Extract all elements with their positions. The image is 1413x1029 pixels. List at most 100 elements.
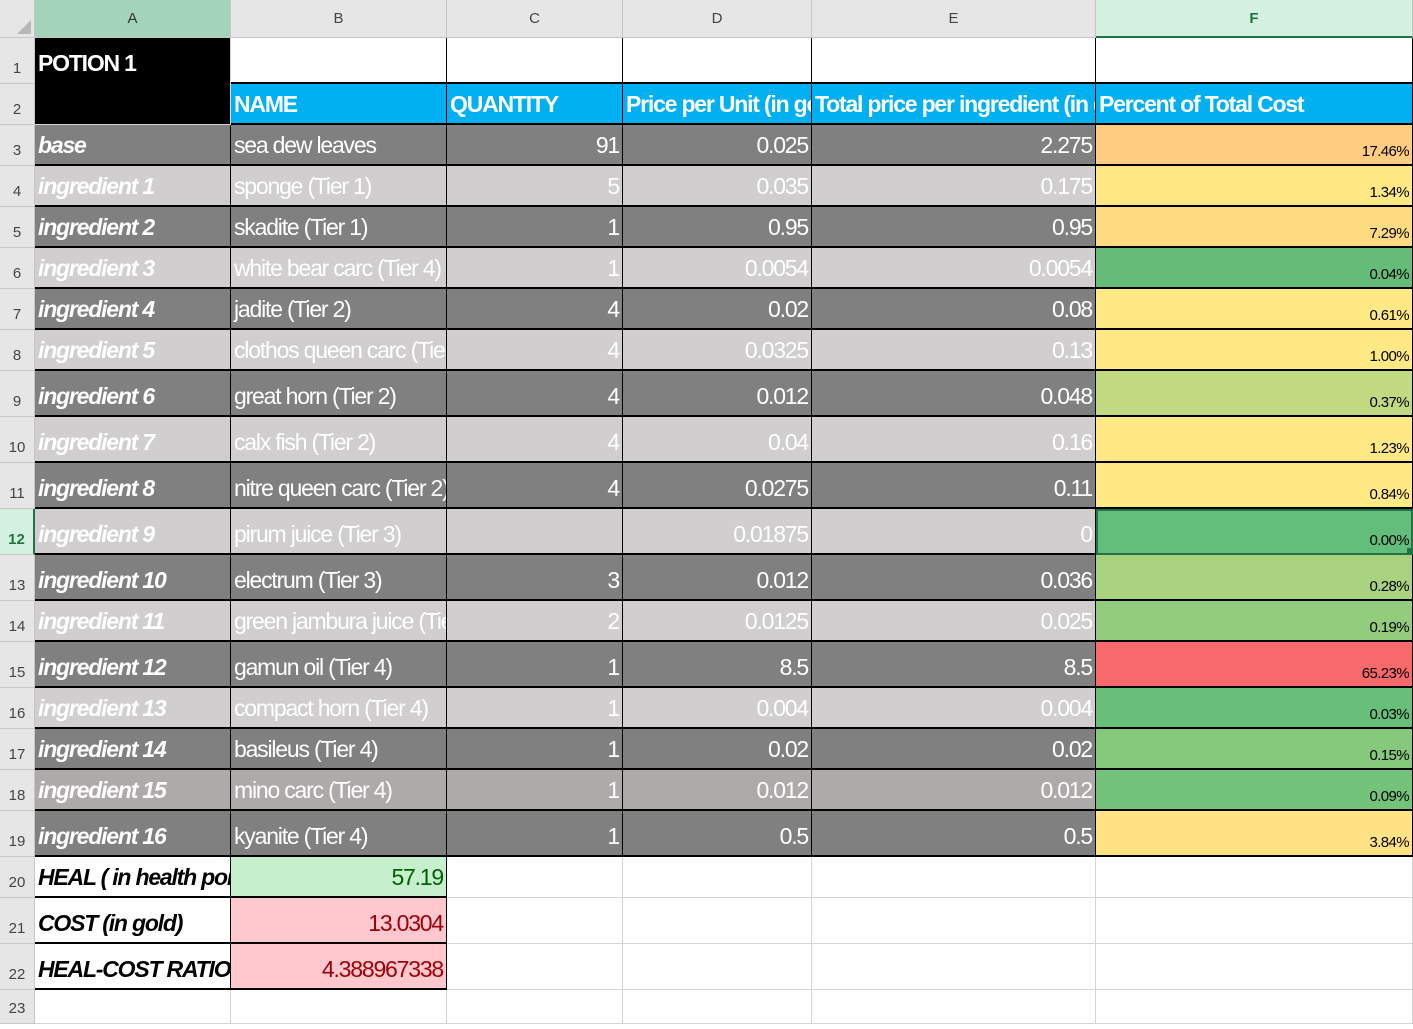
- ingredient-quantity[interactable]: 1: [447, 811, 623, 857]
- ingredient-name[interactable]: nitre queen carc (Tier 2): [231, 463, 447, 509]
- row-header-23[interactable]: 23: [0, 990, 35, 1024]
- empty-cell[interactable]: [1096, 990, 1413, 1024]
- ingredient-total-price[interactable]: 0.0054: [812, 248, 1096, 289]
- ingredient-name[interactable]: kyanite (Tier 4): [231, 811, 447, 857]
- row-header-11[interactable]: 11: [0, 463, 35, 509]
- empty-cell[interactable]: [1096, 38, 1413, 84]
- summary-value[interactable]: 4.388967338: [231, 944, 447, 990]
- ingredient-total-price[interactable]: 0.004: [812, 688, 1096, 729]
- row-header-13[interactable]: 13: [0, 555, 35, 601]
- empty-cell[interactable]: [447, 990, 623, 1024]
- ingredient-total-price[interactable]: 0.025: [812, 601, 1096, 642]
- ingredient-total-price[interactable]: 0: [812, 509, 1096, 555]
- row-header-17[interactable]: 17: [0, 729, 35, 770]
- ingredient-quantity[interactable]: 1: [447, 729, 623, 770]
- row-header-10[interactable]: 10: [0, 417, 35, 463]
- header-quantity[interactable]: QUANTITY: [447, 84, 623, 125]
- ingredient-label[interactable]: ingredient 6: [35, 371, 231, 417]
- ingredient-label[interactable]: ingredient 9: [35, 509, 231, 555]
- ingredient-percent-of-cost[interactable]: 3.84%: [1096, 811, 1413, 857]
- ingredient-label[interactable]: ingredient 11: [35, 601, 231, 642]
- ingredient-percent-of-cost[interactable]: 0.28%: [1096, 555, 1413, 601]
- empty-cell[interactable]: [812, 944, 1096, 990]
- ingredient-percent-of-cost[interactable]: 17.46%: [1096, 125, 1413, 166]
- empty-cell[interactable]: [1096, 857, 1413, 898]
- ingredient-total-price[interactable]: 8.5: [812, 642, 1096, 688]
- ingredient-percent-of-cost[interactable]: 0.09%: [1096, 770, 1413, 811]
- ingredient-quantity[interactable]: 1: [447, 688, 623, 729]
- ingredient-quantity[interactable]: 1: [447, 642, 623, 688]
- header-percent[interactable]: Percent of Total Cost: [1096, 84, 1413, 125]
- ingredient-name[interactable]: gamun oil (Tier 4): [231, 642, 447, 688]
- ingredient-quantity[interactable]: 4: [447, 330, 623, 371]
- ingredient-name[interactable]: pirum juice (Tier 3): [231, 509, 447, 555]
- empty-cell[interactable]: [231, 990, 447, 1024]
- empty-cell[interactable]: [623, 38, 812, 84]
- row-header-20[interactable]: 20: [0, 857, 35, 898]
- row-header-15[interactable]: 15: [0, 642, 35, 688]
- ingredient-percent-of-cost[interactable]: 0.00%: [1096, 509, 1413, 555]
- empty-cell[interactable]: [623, 898, 812, 944]
- header-total-price[interactable]: Total price per ingredient (in gold): [812, 84, 1096, 125]
- summary-value[interactable]: 13.0304: [231, 898, 447, 944]
- ingredient-unit-price[interactable]: 0.012: [623, 555, 812, 601]
- ingredient-label[interactable]: ingredient 3: [35, 248, 231, 289]
- ingredient-unit-price[interactable]: 0.04: [623, 417, 812, 463]
- ingredient-label[interactable]: ingredient 7: [35, 417, 231, 463]
- ingredient-unit-price[interactable]: 0.02: [623, 729, 812, 770]
- ingredient-unit-price[interactable]: 0.025: [623, 125, 812, 166]
- column-header-d[interactable]: D: [623, 0, 812, 38]
- ingredient-unit-price[interactable]: 8.5: [623, 642, 812, 688]
- empty-cell[interactable]: [812, 990, 1096, 1024]
- ingredient-label[interactable]: ingredient 8: [35, 463, 231, 509]
- empty-cell[interactable]: [623, 944, 812, 990]
- ingredient-quantity[interactable]: 5: [447, 166, 623, 207]
- summary-label[interactable]: COST (in gold): [35, 898, 231, 944]
- ingredient-name[interactable]: electrum (Tier 3): [231, 555, 447, 601]
- ingredient-label[interactable]: ingredient 13: [35, 688, 231, 729]
- ingredient-unit-price[interactable]: 0.0275: [623, 463, 812, 509]
- ingredient-total-price[interactable]: 0.13: [812, 330, 1096, 371]
- ingredient-label[interactable]: ingredient 4: [35, 289, 231, 330]
- ingredient-label[interactable]: ingredient 15: [35, 770, 231, 811]
- ingredient-name[interactable]: basileus (Tier 4): [231, 729, 447, 770]
- ingredient-name[interactable]: sea dew leaves: [231, 125, 447, 166]
- ingredient-unit-price[interactable]: 0.0125: [623, 601, 812, 642]
- row-header-16[interactable]: 16: [0, 688, 35, 729]
- ingredient-quantity[interactable]: 3: [447, 555, 623, 601]
- ingredient-label[interactable]: ingredient 1: [35, 166, 231, 207]
- ingredient-name[interactable]: skadite (Tier 1): [231, 207, 447, 248]
- summary-label[interactable]: HEAL-COST RATIO: [35, 944, 231, 990]
- row-header-8[interactable]: 8: [0, 330, 35, 371]
- ingredient-percent-of-cost[interactable]: 0.15%: [1096, 729, 1413, 770]
- ingredient-unit-price[interactable]: 0.01875: [623, 509, 812, 555]
- summary-value[interactable]: 57.19: [231, 857, 447, 898]
- ingredient-name[interactable]: mino carc (Tier 4): [231, 770, 447, 811]
- ingredient-total-price[interactable]: 0.012: [812, 770, 1096, 811]
- ingredient-name[interactable]: compact horn (Tier 4): [231, 688, 447, 729]
- empty-cell[interactable]: [623, 990, 812, 1024]
- ingredient-quantity[interactable]: [447, 509, 623, 555]
- empty-cell[interactable]: [447, 898, 623, 944]
- column-header-b[interactable]: B: [231, 0, 447, 38]
- ingredient-percent-of-cost[interactable]: 0.04%: [1096, 248, 1413, 289]
- column-header-a[interactable]: A: [35, 0, 231, 38]
- row-header-22[interactable]: 22: [0, 944, 35, 990]
- ingredient-percent-of-cost[interactable]: 0.03%: [1096, 688, 1413, 729]
- ingredient-name[interactable]: jadite (Tier 2): [231, 289, 447, 330]
- empty-cell[interactable]: [447, 857, 623, 898]
- ingredient-total-price[interactable]: 0.02: [812, 729, 1096, 770]
- empty-cell[interactable]: [35, 990, 231, 1024]
- ingredient-percent-of-cost[interactable]: 0.19%: [1096, 601, 1413, 642]
- empty-cell[interactable]: [1096, 944, 1413, 990]
- ingredient-quantity[interactable]: 1: [447, 207, 623, 248]
- column-header-e[interactable]: E: [812, 0, 1096, 38]
- ingredient-name[interactable]: great horn (Tier 2): [231, 371, 447, 417]
- ingredient-name[interactable]: calx fish (Tier 2): [231, 417, 447, 463]
- ingredient-percent-of-cost[interactable]: 0.37%: [1096, 371, 1413, 417]
- empty-cell[interactable]: [623, 857, 812, 898]
- empty-cell[interactable]: [812, 898, 1096, 944]
- select-all-corner[interactable]: [0, 0, 35, 38]
- row-header-9[interactable]: 9: [0, 371, 35, 417]
- ingredient-total-price[interactable]: 0.5: [812, 811, 1096, 857]
